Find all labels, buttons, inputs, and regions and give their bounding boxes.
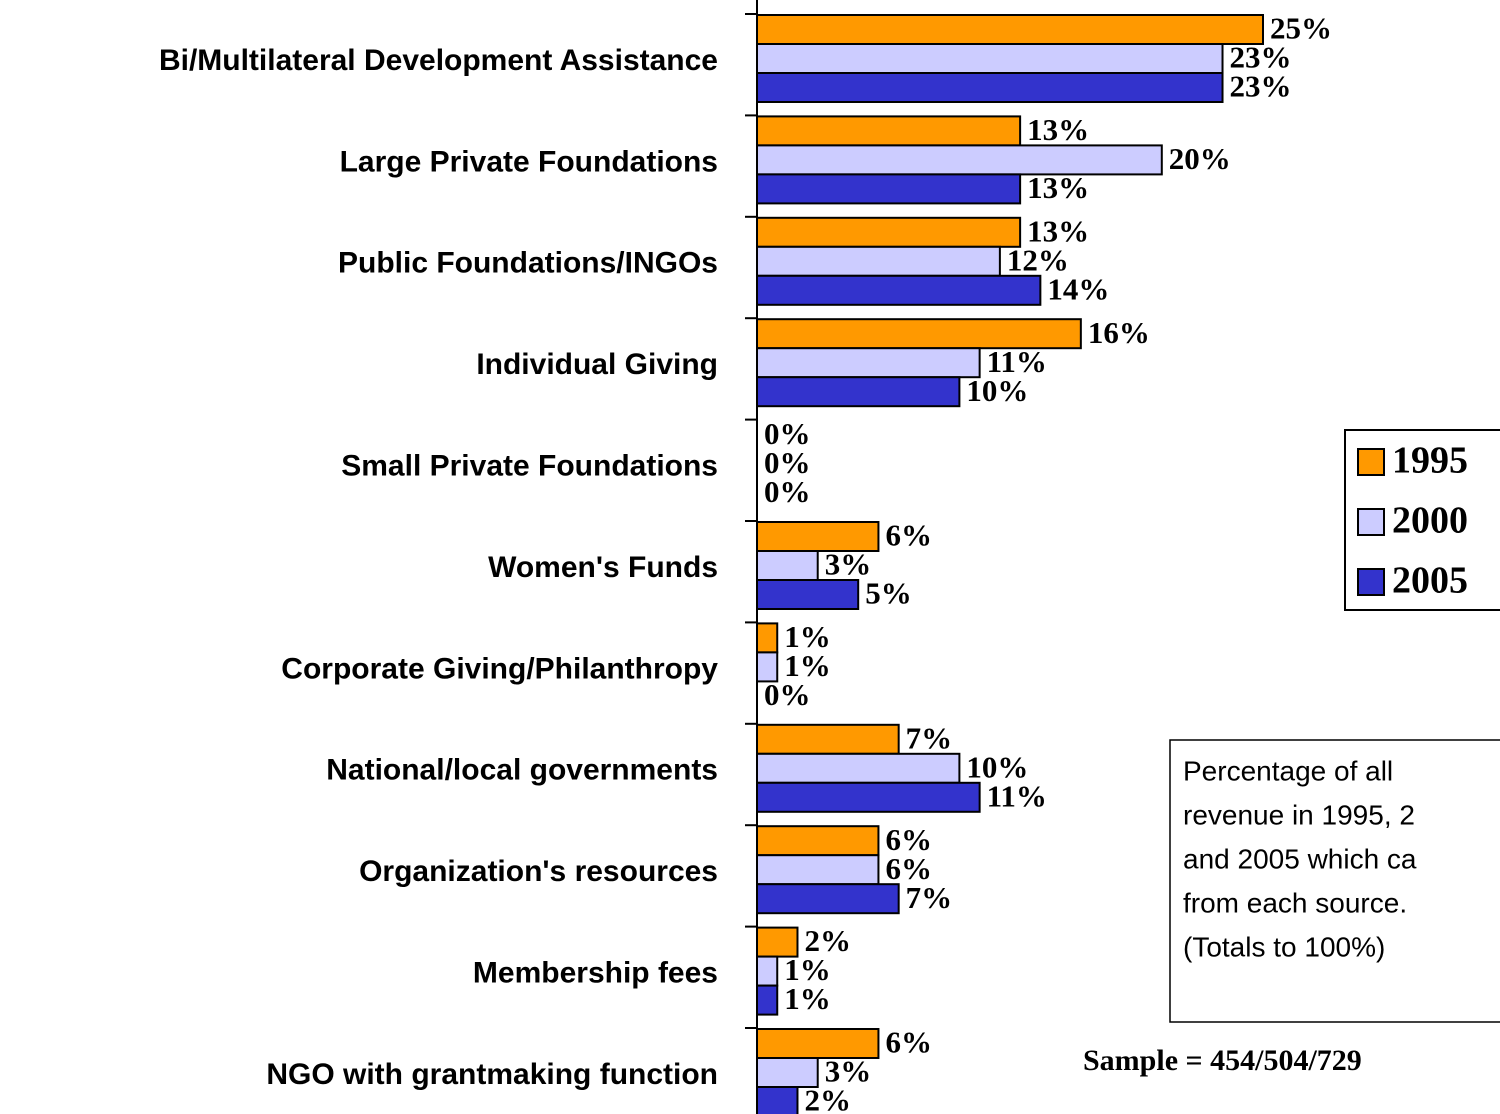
bar bbox=[756, 550, 819, 581]
bar bbox=[756, 245, 1001, 277]
bar bbox=[756, 651, 779, 683]
legend-swatch bbox=[1357, 448, 1385, 476]
bar bbox=[756, 752, 961, 784]
value-label: 13% bbox=[1027, 213, 1089, 248]
value-label: 1% bbox=[784, 619, 831, 654]
note-text: revenue in 1995, 2 bbox=[1183, 799, 1415, 830]
category-label: Bi/Multilateral Development Assistance bbox=[159, 44, 718, 77]
category-label: Membership fees bbox=[473, 957, 718, 990]
category-label: Public Foundations/INGOs bbox=[338, 247, 718, 280]
value-label: 7% bbox=[906, 720, 953, 755]
sample-text: Sample = 454/504/729 bbox=[1083, 1044, 1362, 1077]
value-label: 13% bbox=[1027, 170, 1089, 205]
category-label: Corporate Giving/Philanthropy bbox=[281, 652, 718, 685]
note-text: and 2005 which ca bbox=[1183, 843, 1417, 874]
bar bbox=[756, 984, 779, 1016]
bar bbox=[756, 781, 981, 813]
category-label: Organization's resources bbox=[359, 855, 718, 888]
bar bbox=[756, 1028, 880, 1059]
bar bbox=[756, 926, 799, 958]
bar bbox=[756, 274, 1042, 306]
value-label: 14% bbox=[1047, 271, 1109, 306]
value-label: 2% bbox=[804, 923, 851, 958]
value-label: 3% bbox=[825, 547, 872, 582]
legend-label: 1995 bbox=[1392, 440, 1468, 482]
value-label: 0% bbox=[764, 416, 811, 451]
note-text: Percentage of all bbox=[1183, 755, 1393, 786]
category-label: Women's Funds bbox=[488, 551, 718, 584]
value-label: 3% bbox=[825, 1054, 872, 1089]
bar bbox=[756, 883, 900, 915]
bar bbox=[756, 72, 1224, 103]
bar bbox=[756, 854, 880, 886]
legend-swatch bbox=[1357, 508, 1385, 536]
category-label: NGO with grantmaking function bbox=[266, 1058, 718, 1091]
value-label: 13% bbox=[1027, 112, 1089, 147]
legend-swatch bbox=[1357, 568, 1385, 596]
value-label: 2% bbox=[804, 1083, 851, 1114]
value-label: 1% bbox=[784, 648, 831, 683]
bar bbox=[756, 376, 961, 408]
value-label: 11% bbox=[987, 344, 1047, 379]
value-label: 6% bbox=[885, 1025, 932, 1060]
bar bbox=[756, 347, 981, 379]
note-text: from each source. bbox=[1183, 887, 1407, 918]
value-label: 6% bbox=[885, 851, 932, 886]
bar bbox=[756, 955, 779, 987]
bar bbox=[756, 216, 1022, 248]
note-text: (Totals to 100%) bbox=[1183, 931, 1385, 962]
bar bbox=[756, 723, 900, 755]
bar bbox=[756, 115, 1022, 147]
legend-label: 2005 bbox=[1392, 560, 1468, 602]
bar bbox=[756, 579, 860, 610]
bar bbox=[756, 43, 1224, 74]
bar bbox=[756, 1057, 819, 1088]
value-label: 1% bbox=[784, 981, 831, 1016]
value-label: 5% bbox=[865, 576, 912, 611]
category-label: Individual Giving bbox=[476, 348, 718, 381]
value-label: 16% bbox=[1088, 315, 1150, 350]
value-label: 23% bbox=[1230, 69, 1292, 104]
value-label: 0% bbox=[764, 677, 811, 712]
value-label: 10% bbox=[966, 749, 1028, 784]
bar bbox=[756, 173, 1022, 205]
legend-label: 2000 bbox=[1392, 500, 1468, 542]
value-label: 7% bbox=[906, 880, 953, 915]
category-label: National/local governments bbox=[326, 754, 718, 787]
bar bbox=[756, 318, 1082, 350]
note-box bbox=[1169, 739, 1500, 1023]
bar bbox=[756, 825, 880, 857]
bar bbox=[756, 1086, 799, 1114]
value-label: 0% bbox=[764, 445, 811, 480]
value-label: 11% bbox=[987, 778, 1047, 813]
value-label: 20% bbox=[1169, 141, 1231, 176]
category-label: Small Private Foundations bbox=[341, 450, 718, 483]
value-label: 1% bbox=[784, 952, 831, 987]
value-label: 6% bbox=[885, 822, 932, 857]
bar bbox=[756, 14, 1264, 45]
bar bbox=[756, 622, 779, 654]
value-label: 6% bbox=[885, 518, 932, 553]
value-label: 0% bbox=[764, 474, 811, 509]
bar bbox=[756, 144, 1163, 176]
value-label: 23% bbox=[1230, 40, 1292, 75]
value-label: 10% bbox=[966, 373, 1028, 408]
value-label: 25% bbox=[1270, 11, 1332, 46]
value-label: 12% bbox=[1007, 242, 1069, 277]
category-label: Large Private Foundations bbox=[340, 145, 718, 178]
